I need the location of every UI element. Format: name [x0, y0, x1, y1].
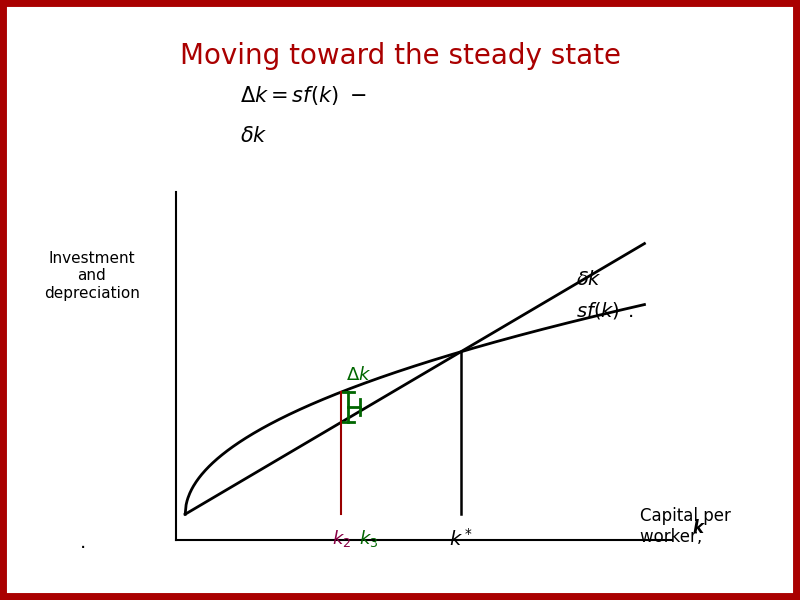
Text: $k^*$: $k^*$ [449, 529, 473, 550]
Text: $\Delta k = sf(k)\ -$: $\Delta k = sf(k)\ -$ [240, 84, 366, 107]
Text: $sf(k)$: $sf(k)$ [575, 300, 619, 321]
Text: .: . [80, 533, 86, 552]
Text: $\Delta k$: $\Delta k$ [346, 366, 371, 384]
Text: $\boldsymbol{k}$: $\boldsymbol{k}$ [692, 519, 706, 537]
Text: Moving toward the steady state: Moving toward the steady state [179, 42, 621, 70]
Text: .: . [628, 302, 634, 321]
Text: $k_3$: $k_3$ [359, 529, 378, 550]
Text: $\delta k$: $\delta k$ [240, 126, 267, 146]
Text: $k_2$: $k_2$ [332, 529, 351, 550]
Text: Capital per
worker,: Capital per worker, [640, 507, 731, 546]
Text: $\delta k$: $\delta k$ [575, 270, 602, 289]
Text: Investment
and
depreciation: Investment and depreciation [44, 251, 140, 301]
